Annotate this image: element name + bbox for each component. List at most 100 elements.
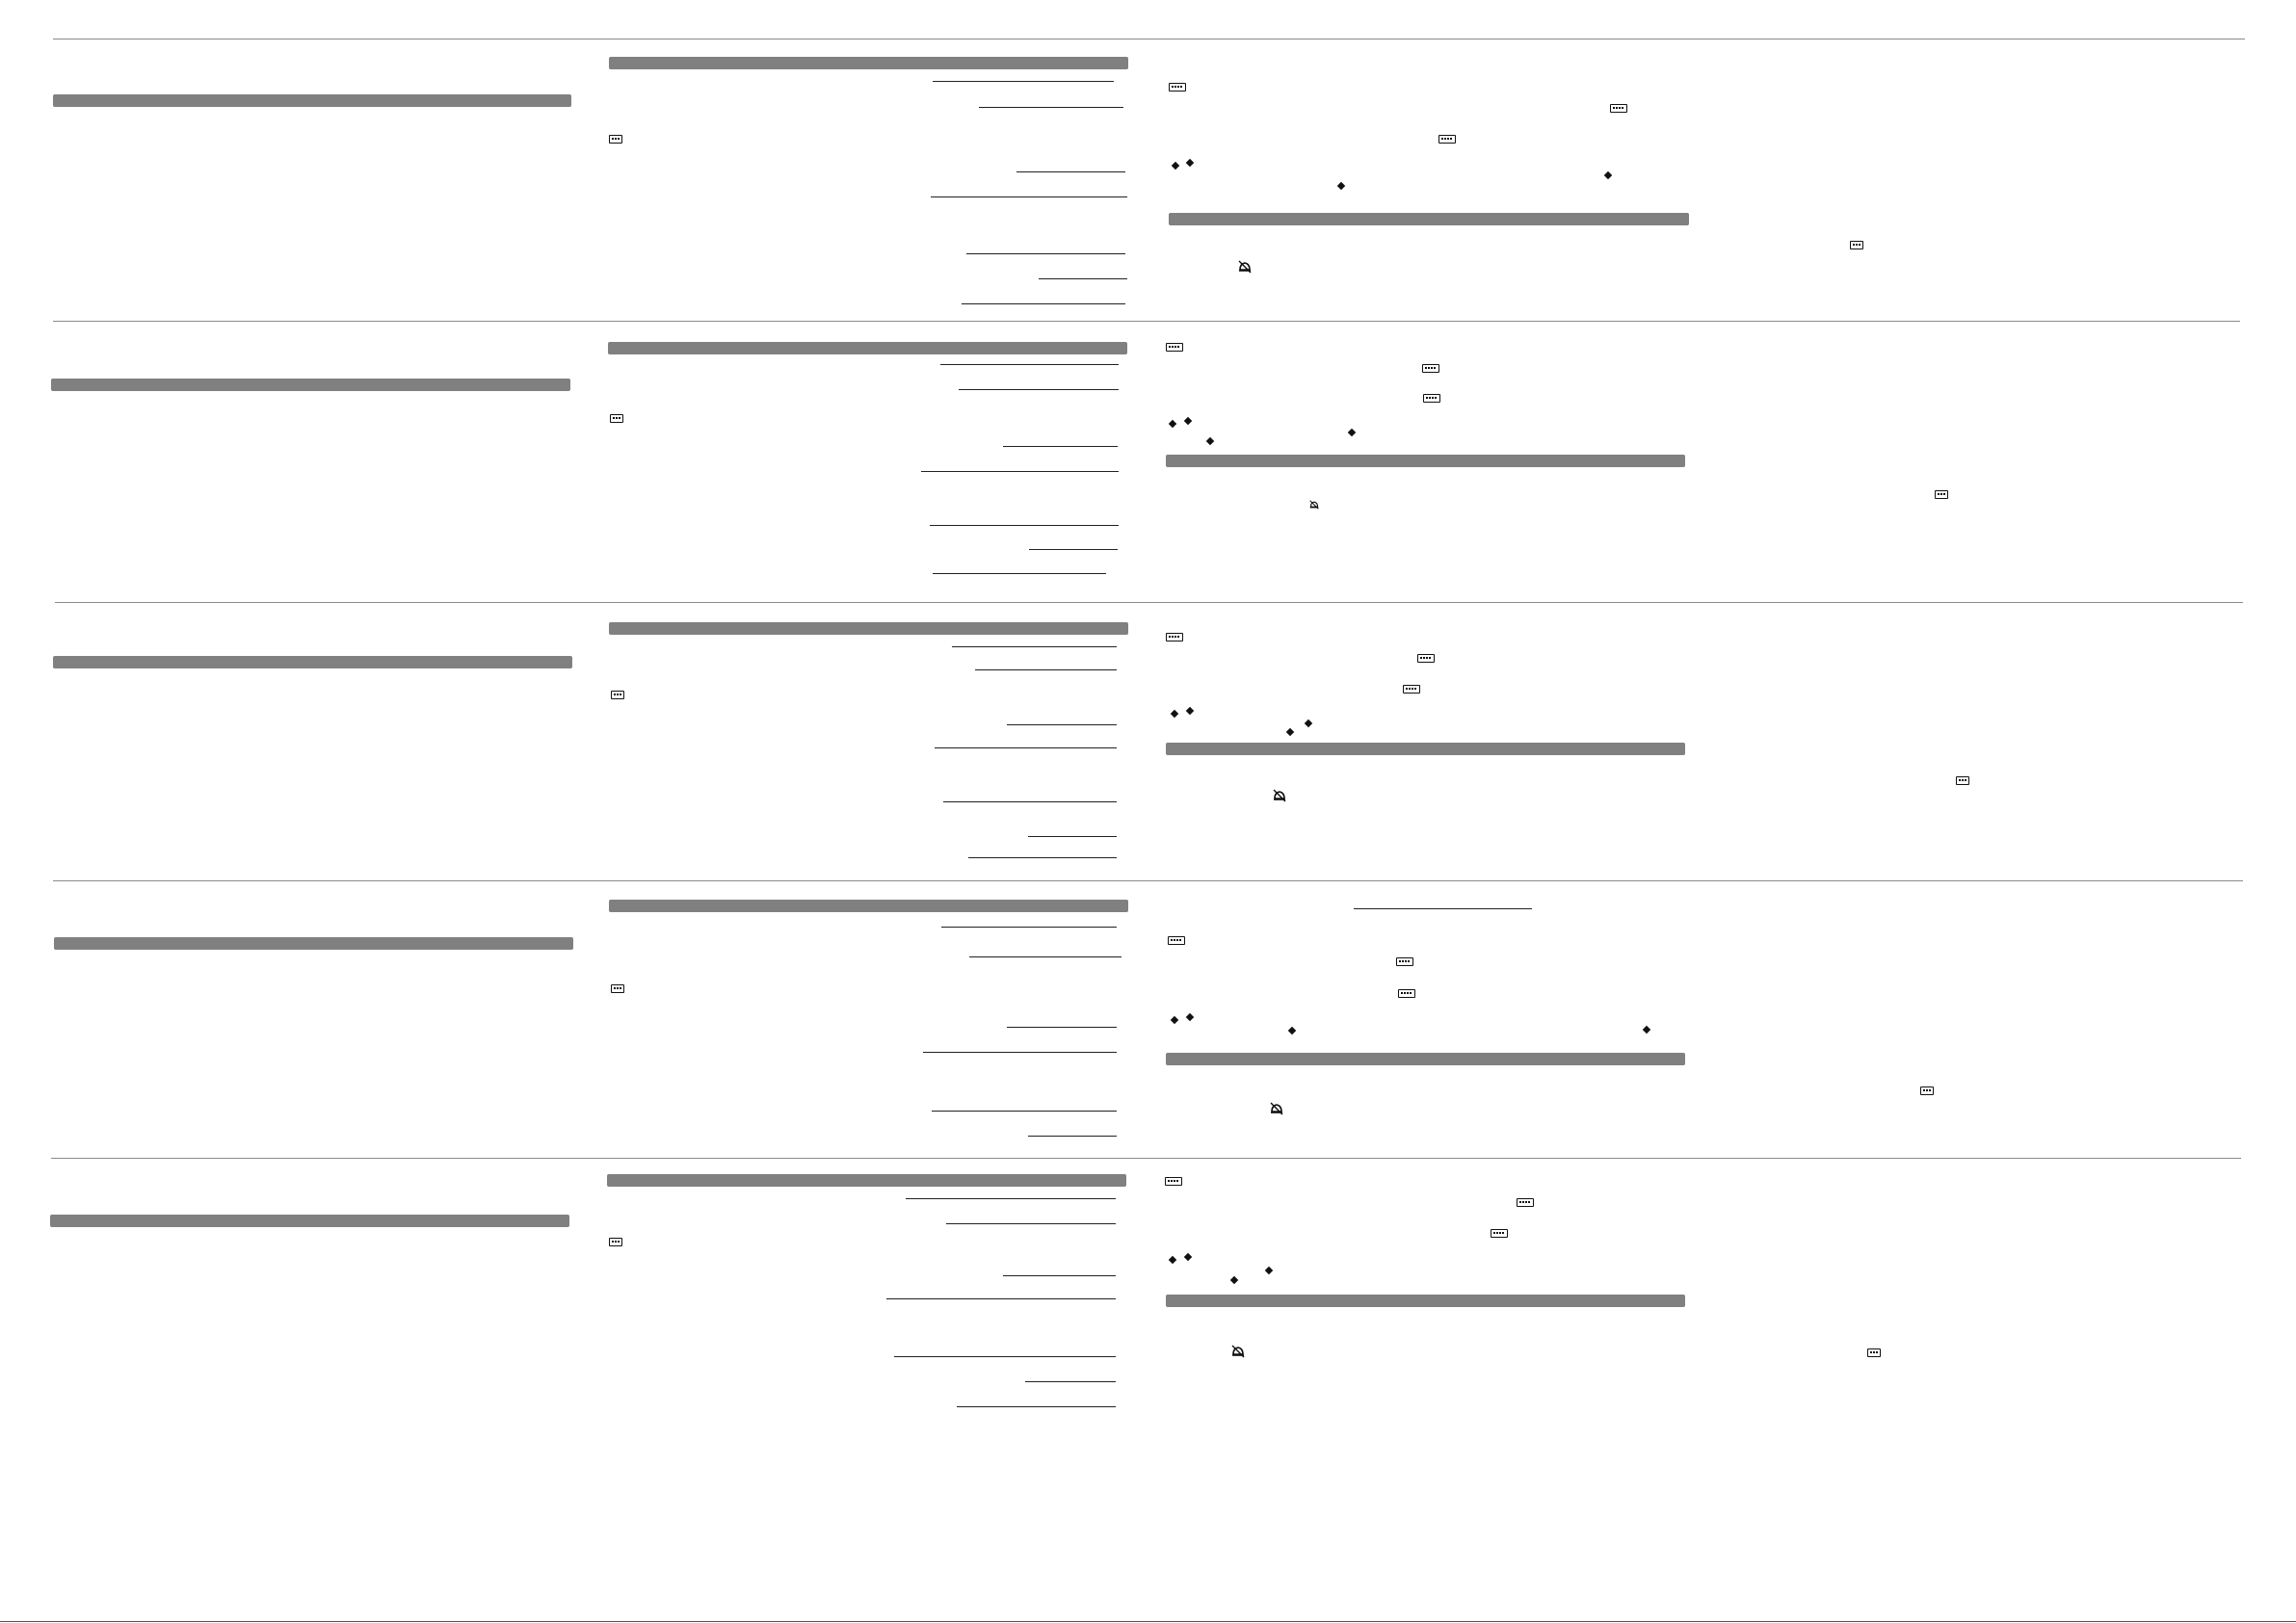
diamond-icon [1347, 428, 1357, 437]
diamond-icon [1285, 727, 1295, 737]
underline-field [921, 471, 1119, 472]
underline-field [1028, 836, 1117, 837]
scale-icon [1438, 135, 1456, 144]
underline-field [952, 646, 1117, 647]
underline-field [1028, 1136, 1117, 1137]
check-icon [609, 135, 622, 144]
diamond-icon [1168, 419, 1177, 429]
underline-field [906, 1198, 1116, 1199]
underline-field [966, 253, 1125, 254]
left-heading-bar [51, 379, 570, 391]
underline-field [968, 857, 1117, 858]
bell-off-icon [1230, 1345, 1246, 1358]
left-heading-bar [53, 656, 572, 668]
section-divider [53, 880, 2243, 881]
underline-field [923, 1052, 1117, 1053]
underline-field [932, 1111, 1117, 1112]
diamond-icon [1170, 1015, 1179, 1025]
scale-icon [1169, 83, 1186, 92]
bell-off-icon [1269, 1102, 1284, 1115]
underline-field [1003, 446, 1118, 447]
middle-heading-bar [609, 57, 1128, 69]
diamond-icon [1168, 1255, 1177, 1265]
underline-field [886, 1298, 1116, 1299]
check-icon [609, 1238, 622, 1246]
check-icon [1850, 241, 1863, 249]
middle-heading-bar [608, 342, 1127, 354]
scale-icon [1423, 394, 1440, 403]
underline-field [979, 107, 1123, 108]
diamond-icon [1205, 436, 1215, 446]
diamond-icon [1170, 709, 1179, 719]
left-heading-bar [50, 1215, 569, 1227]
middle-heading-bar [609, 622, 1128, 635]
scale-icon [1398, 989, 1415, 998]
underline-field [894, 1356, 1116, 1357]
bell-off-icon [1272, 789, 1287, 802]
scale-icon [1610, 104, 1627, 113]
middle-heading-bar [609, 900, 1128, 912]
diamond-icon [1642, 1025, 1651, 1034]
underline-field [933, 81, 1114, 82]
underline-field [959, 389, 1119, 390]
right-heading-bar [1169, 213, 1689, 225]
underline-field [969, 956, 1122, 957]
check-icon [1867, 1348, 1881, 1357]
scale-icon [1422, 364, 1439, 373]
diamond-icon [1171, 161, 1180, 170]
check-icon [1935, 490, 1948, 499]
diamond-icon [1183, 1252, 1193, 1262]
left-heading-bar [54, 937, 573, 950]
underline-field [1007, 724, 1117, 725]
underline-field [943, 801, 1117, 802]
right-heading-bar [1166, 455, 1685, 467]
scale-icon [1166, 343, 1183, 352]
check-icon [1920, 1086, 1934, 1095]
diamond-icon [1287, 1026, 1297, 1035]
scale-icon [1517, 1198, 1534, 1207]
scale-icon [1417, 654, 1435, 663]
diamond-icon [1304, 719, 1313, 728]
underline-field [1354, 908, 1532, 909]
diamond-icon [1264, 1266, 1274, 1275]
scale-icon [1396, 957, 1413, 966]
check-icon [611, 984, 624, 993]
left-heading-bar [53, 94, 571, 107]
underline-field [931, 196, 1127, 197]
underline-field [930, 525, 1119, 526]
underline-field [933, 573, 1106, 574]
scale-icon [1166, 633, 1183, 641]
right-heading-bar [1166, 1053, 1685, 1065]
diamond-icon [1185, 706, 1195, 716]
section-divider [53, 321, 2240, 322]
underline-field [1003, 1275, 1116, 1276]
underline-field [1025, 1381, 1116, 1382]
check-icon [610, 414, 623, 423]
bell-off-icon [1237, 260, 1253, 274]
scale-icon [1165, 1177, 1182, 1186]
right-heading-bar [1166, 743, 1685, 755]
scale-icon [1491, 1229, 1508, 1238]
underline-field [1039, 278, 1127, 279]
check-icon [611, 691, 624, 699]
page-bottom-rule [0, 1621, 2296, 1622]
underline-field [1029, 549, 1118, 550]
section-divider [55, 602, 2243, 603]
underline-field [941, 927, 1117, 928]
underline-field [1016, 171, 1125, 172]
diamond-icon [1603, 170, 1613, 180]
scale-icon [1168, 936, 1185, 945]
check-icon [1956, 776, 1969, 785]
underline-field [957, 1406, 1116, 1407]
underline-field [1007, 1027, 1117, 1028]
underline-field [946, 1223, 1116, 1224]
diamond-icon [1183, 416, 1193, 426]
scale-icon [1403, 685, 1420, 694]
diamond-icon [1185, 1012, 1195, 1022]
underline-field [935, 747, 1117, 748]
bell-off-icon [1308, 500, 1320, 510]
underline-field [975, 669, 1117, 670]
right-heading-bar [1166, 1295, 1685, 1307]
underline-field [940, 364, 1119, 365]
section-divider [51, 1158, 2241, 1159]
